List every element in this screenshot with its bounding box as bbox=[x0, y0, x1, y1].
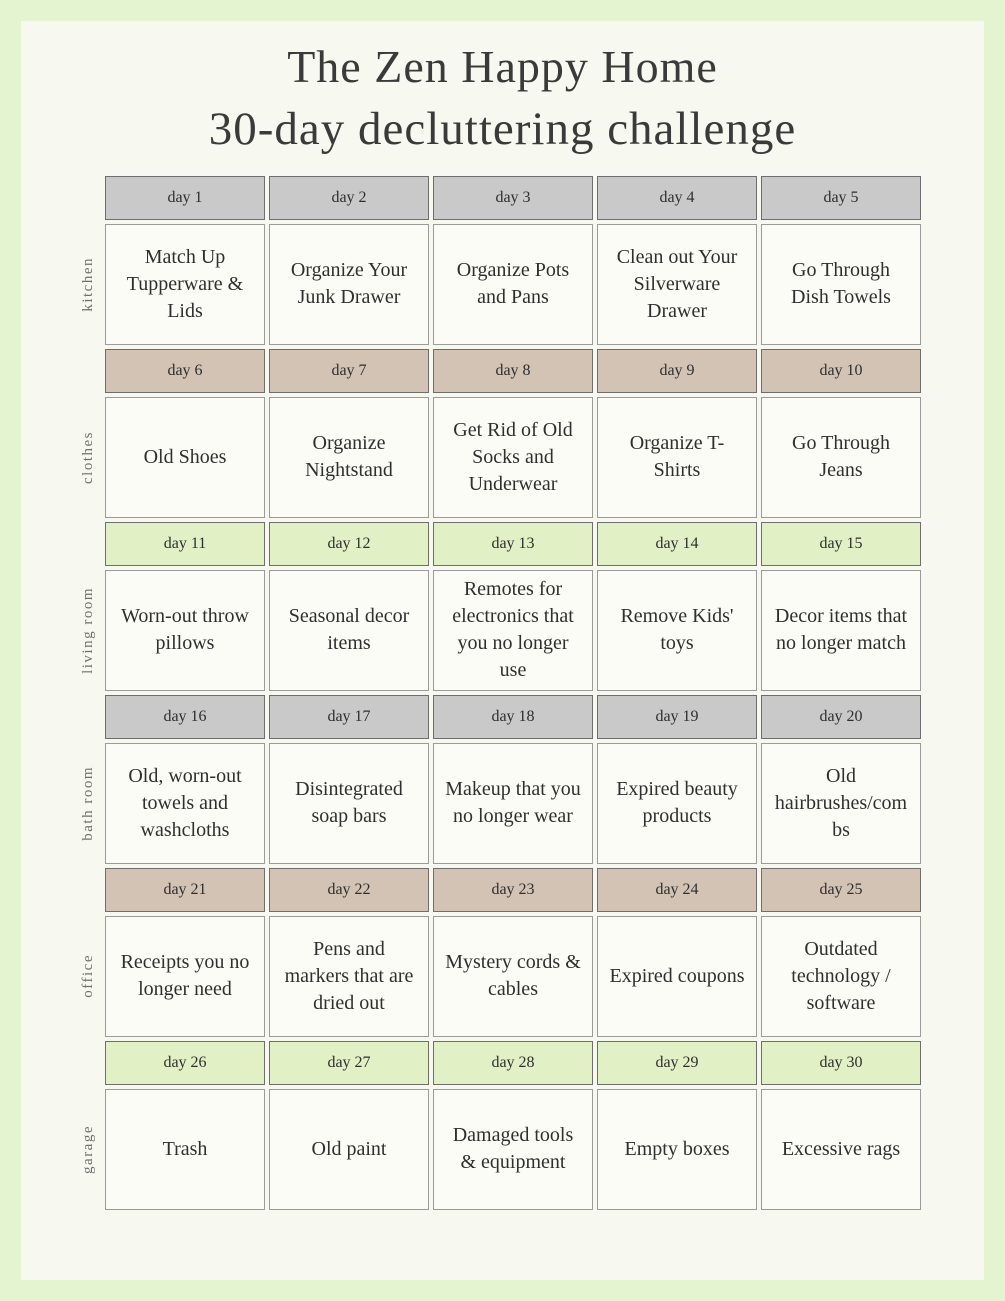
day-header: day 18 bbox=[433, 694, 593, 739]
day-header: day 8 bbox=[433, 348, 593, 393]
spacer bbox=[75, 1041, 101, 1085]
day-header: day 13 bbox=[433, 521, 593, 566]
day-header: day 20 bbox=[761, 694, 921, 739]
day-header: day 28 bbox=[433, 1040, 593, 1085]
task-cell: Empty boxes bbox=[597, 1088, 757, 1210]
row-label-text: living room bbox=[79, 586, 96, 674]
title-line1: The Zen Happy Home bbox=[287, 41, 718, 92]
spacer bbox=[75, 522, 101, 566]
task-cell: Seasonal decor items bbox=[269, 569, 429, 691]
page-title: The Zen Happy Home 30-day decluttering c… bbox=[21, 21, 984, 160]
day-header: day 27 bbox=[269, 1040, 429, 1085]
day-header: day 1 bbox=[105, 175, 265, 220]
row-label-text: clothes bbox=[79, 430, 96, 484]
row-label-text: office bbox=[79, 954, 96, 999]
task-cell: Old paint bbox=[269, 1088, 429, 1210]
task-cell: Receipts you no longer need bbox=[105, 915, 265, 1037]
day-header: day 24 bbox=[597, 867, 757, 912]
task-cell: Pens and markers that are dried out bbox=[269, 915, 429, 1037]
challenge-row-living-room: day 11 day 12 day 13 day 14 day 15 livin… bbox=[75, 521, 921, 691]
day-header: day 6 bbox=[105, 348, 265, 393]
row-label-text: bath room bbox=[79, 765, 96, 841]
task-cell: Decor items that no longer match bbox=[761, 569, 921, 691]
task-cell: Old, worn-out towels and washcloths bbox=[105, 742, 265, 864]
day-header: day 16 bbox=[105, 694, 265, 739]
row-label-text: garage bbox=[79, 1124, 96, 1174]
row-label-text: kitchen bbox=[79, 256, 96, 312]
day-header: day 7 bbox=[269, 348, 429, 393]
task-cell: Expired coupons bbox=[597, 915, 757, 1037]
task-cell: Makeup that you no longer wear bbox=[433, 742, 593, 864]
day-header: day 12 bbox=[269, 521, 429, 566]
task-cell: Remove Kids' toys bbox=[597, 569, 757, 691]
spacer bbox=[75, 176, 101, 220]
day-header: day 26 bbox=[105, 1040, 265, 1085]
challenge-row-office: day 21 day 22 day 23 day 24 day 25 offic… bbox=[75, 867, 921, 1037]
challenge-row-bath-room: day 16 day 17 day 18 day 19 day 20 bath … bbox=[75, 694, 921, 864]
task-cell: Get Rid of Old Socks and Underwear bbox=[433, 396, 593, 518]
task-cell: Organize Your Junk Drawer bbox=[269, 223, 429, 345]
spacer bbox=[75, 695, 101, 739]
task-cell: Mystery cords & cables bbox=[433, 915, 593, 1037]
day-header: day 14 bbox=[597, 521, 757, 566]
task-cell: Damaged tools & equipment bbox=[433, 1088, 593, 1210]
row-label-office: office bbox=[75, 916, 101, 1037]
task-cell: Excessive rags bbox=[761, 1088, 921, 1210]
day-header: day 4 bbox=[597, 175, 757, 220]
row-label-bath-room: bath room bbox=[75, 743, 101, 864]
challenge-row-kitchen: day 1 day 2 day 3 day 4 day 5 kitchen Ma… bbox=[75, 175, 921, 345]
challenge-row-garage: day 26 day 27 day 28 day 29 day 30 garag… bbox=[75, 1040, 921, 1210]
day-header: day 25 bbox=[761, 867, 921, 912]
page: The Zen Happy Home 30-day decluttering c… bbox=[21, 21, 984, 1280]
challenge-row-clothes: day 6 day 7 day 8 day 9 day 10 clothes O… bbox=[75, 348, 921, 518]
task-cell: Worn-out throw pillows bbox=[105, 569, 265, 691]
day-header: day 29 bbox=[597, 1040, 757, 1085]
task-cell: Disintegrated soap bars bbox=[269, 742, 429, 864]
day-header: day 30 bbox=[761, 1040, 921, 1085]
day-header: day 19 bbox=[597, 694, 757, 739]
day-header: day 5 bbox=[761, 175, 921, 220]
task-cell: Organize Nightstand bbox=[269, 396, 429, 518]
row-label-clothes: clothes bbox=[75, 397, 101, 518]
row-label-garage: garage bbox=[75, 1089, 101, 1210]
day-header: day 23 bbox=[433, 867, 593, 912]
task-cell: Go Through Jeans bbox=[761, 396, 921, 518]
day-header: day 10 bbox=[761, 348, 921, 393]
day-header: day 9 bbox=[597, 348, 757, 393]
task-cell: Expired beauty products bbox=[597, 742, 757, 864]
day-header: day 3 bbox=[433, 175, 593, 220]
day-header: day 21 bbox=[105, 867, 265, 912]
challenge-grid: day 1 day 2 day 3 day 4 day 5 kitchen Ma… bbox=[75, 175, 921, 1210]
spacer bbox=[75, 349, 101, 393]
task-cell: Outdated technology / software bbox=[761, 915, 921, 1037]
task-cell: Organize T-Shirts bbox=[597, 396, 757, 518]
task-cell: Remotes for electronics that you no long… bbox=[433, 569, 593, 691]
day-header: day 15 bbox=[761, 521, 921, 566]
day-header: day 22 bbox=[269, 867, 429, 912]
task-cell: Old hairbrushes/combs bbox=[761, 742, 921, 864]
task-cell: Old Shoes bbox=[105, 396, 265, 518]
title-line2: 30-day decluttering challenge bbox=[208, 102, 797, 155]
row-label-living-room: living room bbox=[75, 570, 101, 691]
task-cell: Go Through Dish Towels bbox=[761, 223, 921, 345]
task-cell: Trash bbox=[105, 1088, 265, 1210]
row-label-kitchen: kitchen bbox=[75, 224, 101, 345]
task-cell: Match Up Tupperware & Lids bbox=[105, 223, 265, 345]
task-cell: Clean out Your Silverware Drawer bbox=[597, 223, 757, 345]
day-header: day 2 bbox=[269, 175, 429, 220]
day-header: day 17 bbox=[269, 694, 429, 739]
spacer bbox=[75, 868, 101, 912]
task-cell: Organize Pots and Pans bbox=[433, 223, 593, 345]
day-header: day 11 bbox=[105, 521, 265, 566]
